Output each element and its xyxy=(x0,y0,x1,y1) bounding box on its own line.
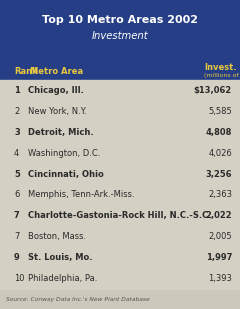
Text: New York, N.Y.: New York, N.Y. xyxy=(28,107,87,116)
Text: Cincinnati, Ohio: Cincinnati, Ohio xyxy=(28,170,104,179)
Text: (millions of $US): (millions of $US) xyxy=(204,73,240,78)
Text: St. Louis, Mo.: St. Louis, Mo. xyxy=(28,253,92,262)
FancyBboxPatch shape xyxy=(0,80,240,101)
Text: Investment: Investment xyxy=(92,31,148,41)
Text: 2,005: 2,005 xyxy=(208,232,232,241)
Text: Philadelphia, Pa.: Philadelphia, Pa. xyxy=(28,274,97,283)
Text: 1: 1 xyxy=(14,86,20,95)
Text: $13,062: $13,062 xyxy=(194,86,232,95)
Text: 2: 2 xyxy=(14,107,19,116)
Text: Source: Conway Data Inc.'s New Plant Database: Source: Conway Data Inc.'s New Plant Dat… xyxy=(6,297,150,302)
Text: 5,585: 5,585 xyxy=(208,107,232,116)
Text: Top 10 Metro Areas 2002: Top 10 Metro Areas 2002 xyxy=(42,15,198,25)
FancyBboxPatch shape xyxy=(0,184,240,205)
Text: Metro Area: Metro Area xyxy=(30,66,83,75)
Text: 2,022: 2,022 xyxy=(205,211,232,220)
Text: Memphis, Tenn-Ark.-Miss.: Memphis, Tenn-Ark.-Miss. xyxy=(28,190,135,199)
FancyBboxPatch shape xyxy=(0,205,240,226)
FancyBboxPatch shape xyxy=(0,0,240,80)
Text: Boston, Mass.: Boston, Mass. xyxy=(28,232,86,241)
Text: 5: 5 xyxy=(14,170,20,179)
Text: Invest.: Invest. xyxy=(204,64,236,73)
Text: 4,808: 4,808 xyxy=(206,128,232,137)
Text: 1,997: 1,997 xyxy=(206,253,232,262)
Text: 9: 9 xyxy=(14,253,20,262)
Text: Rank: Rank xyxy=(14,66,38,75)
Text: 6: 6 xyxy=(14,190,19,199)
Text: Washington, D.C.: Washington, D.C. xyxy=(28,149,100,158)
FancyBboxPatch shape xyxy=(0,122,240,143)
Text: 4,026: 4,026 xyxy=(208,149,232,158)
Text: 1,393: 1,393 xyxy=(208,274,232,283)
Text: 3: 3 xyxy=(14,128,20,137)
Text: 4: 4 xyxy=(14,149,19,158)
Text: Chicago, Ill.: Chicago, Ill. xyxy=(28,86,84,95)
Text: 7: 7 xyxy=(14,211,20,220)
FancyBboxPatch shape xyxy=(0,226,240,247)
FancyBboxPatch shape xyxy=(0,143,240,163)
Text: 3,256: 3,256 xyxy=(205,170,232,179)
Text: Detroit, Mich.: Detroit, Mich. xyxy=(28,128,94,137)
FancyBboxPatch shape xyxy=(0,101,240,122)
FancyBboxPatch shape xyxy=(0,247,240,268)
FancyBboxPatch shape xyxy=(0,163,240,184)
Text: 10: 10 xyxy=(14,274,24,283)
Text: 7: 7 xyxy=(14,232,19,241)
FancyBboxPatch shape xyxy=(0,268,240,289)
Text: 2,363: 2,363 xyxy=(208,190,232,199)
Text: Charlotte-Gastonia-Rock Hill, N.C.-S.C.: Charlotte-Gastonia-Rock Hill, N.C.-S.C. xyxy=(28,211,211,220)
